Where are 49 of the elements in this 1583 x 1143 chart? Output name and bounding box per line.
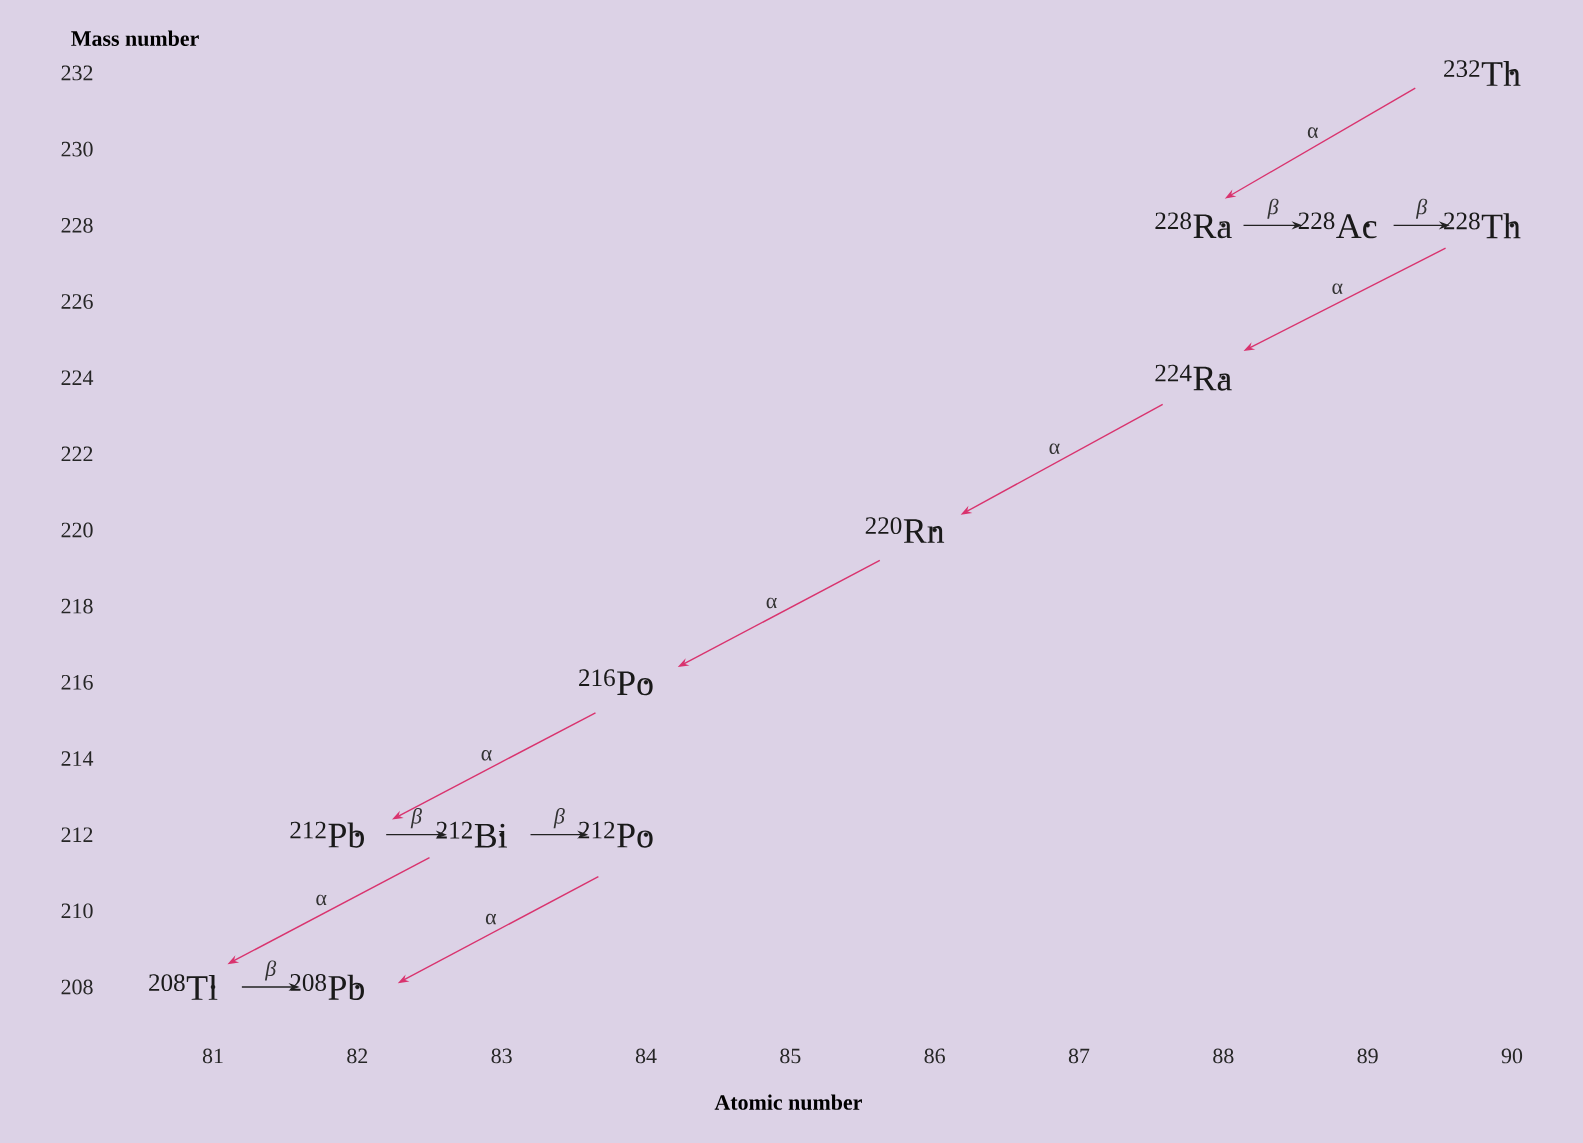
- x-tick-label: 88: [1213, 1048, 1234, 1064]
- y-tick-label: 226: [61, 294, 93, 309]
- y-tick-label: 212: [61, 827, 93, 842]
- data-label: $^{232}$Th: [1444, 60, 1521, 86]
- y-tick-label: 220: [61, 522, 93, 538]
- x-tick-label: 85: [780, 1048, 801, 1064]
- data-label: $^{208}$Tl: [149, 974, 218, 1000]
- y-tick-label: 222: [61, 446, 93, 462]
- annotation: β: [264, 960, 277, 981]
- y-tick-label: 228: [61, 217, 93, 233]
- data-label: $^{212}$Bi: [436, 821, 507, 848]
- x-tick-label: 90: [1501, 1048, 1523, 1064]
- y-tick-label: 232: [61, 65, 93, 81]
- annotation: β: [410, 808, 422, 829]
- y-tick-label: 230: [61, 141, 93, 157]
- annotation: α: [316, 894, 327, 906]
- data-label: $^{212}$Pb: [290, 821, 364, 848]
- data-label: $^{220}$Rn: [865, 517, 945, 543]
- y-axis-title: Mass number: [71, 30, 199, 46]
- data-label: $^{228}$Th: [1444, 212, 1521, 239]
- x-axis-title: Atomic number: [714, 1094, 862, 1110]
- x-tick-label: 87: [1068, 1048, 1090, 1064]
- data-label: $^{212}$Po: [579, 821, 653, 848]
- data-label: $^{228}$Ac: [1298, 212, 1377, 239]
- data-label: $^{228}$Ra: [1155, 212, 1232, 239]
- annotation: α: [1332, 283, 1343, 295]
- x-tick-label: 86: [924, 1048, 945, 1064]
- data-label: $^{208}$Pb: [290, 973, 364, 1001]
- y-tick-label: 224: [61, 370, 94, 385]
- x-tick-label: 83: [491, 1048, 512, 1064]
- x-tick-label: 81: [202, 1048, 223, 1064]
- y-tick-label: 214: [61, 751, 94, 766]
- annotation: α: [481, 750, 492, 761]
- y-tick-label: 218: [61, 598, 93, 614]
- annotation: β: [553, 808, 565, 829]
- data-label: $^{216}$Po: [579, 669, 653, 696]
- y-tick-label: 216: [61, 674, 93, 690]
- annotation: α: [485, 913, 497, 925]
- annotation: α: [1049, 443, 1060, 455]
- annotation: β: [1415, 198, 1428, 219]
- annotation: β: [1267, 198, 1279, 219]
- y-tick-label: 210: [61, 903, 93, 919]
- annotation: α: [766, 597, 777, 609]
- y-tick-label: 208: [61, 979, 93, 995]
- x-tick-label: 82: [347, 1048, 368, 1064]
- x-tick-label: 89: [1357, 1048, 1378, 1064]
- x-tick-label: 84: [635, 1048, 657, 1064]
- data-label: $^{224}$Ra: [1155, 364, 1232, 391]
- annotation: α: [1307, 127, 1319, 138]
